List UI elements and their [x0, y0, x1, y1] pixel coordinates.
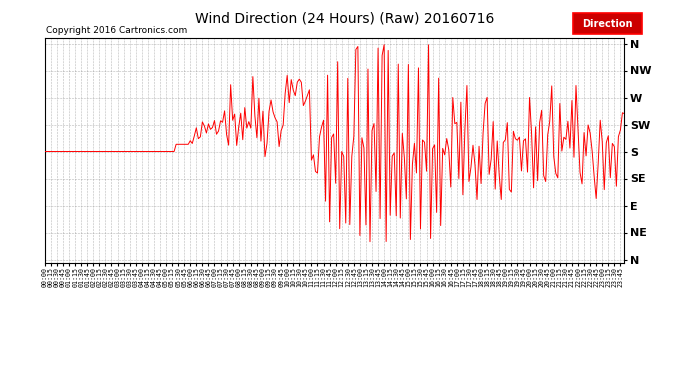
Text: Direction: Direction [582, 19, 633, 28]
Text: Copyright 2016 Cartronics.com: Copyright 2016 Cartronics.com [46, 26, 188, 35]
Text: Wind Direction (24 Hours) (Raw) 20160716: Wind Direction (24 Hours) (Raw) 20160716 [195, 11, 495, 25]
